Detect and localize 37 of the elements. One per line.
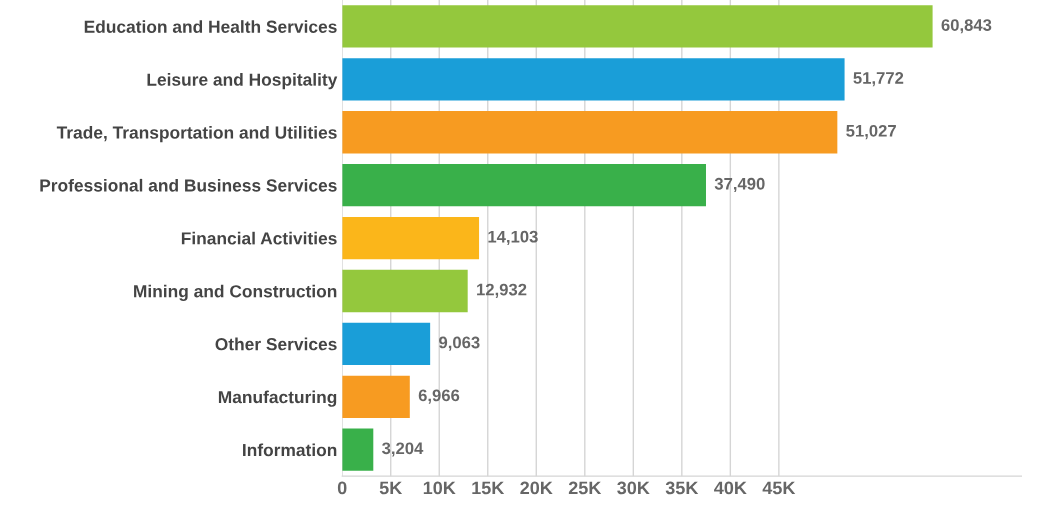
y-tick-label: Education and Health Services: [84, 20, 337, 33]
y-tick-label: Information: [243, 443, 337, 457]
data-label: 9,063: [439, 336, 480, 351]
x-tick-label: 0: [337, 481, 347, 495]
y-tick-label: Leisure and Hospitality: [147, 73, 338, 90]
y-tick-label: Professional and Business Services: [40, 178, 337, 192]
data-label: 51,772: [853, 72, 904, 87]
bar: [342, 216, 480, 260]
y-tick-label: Other Services: [215, 337, 337, 351]
data-label: 6,966: [418, 389, 460, 404]
data-label: 60,843: [941, 19, 992, 34]
bar: [342, 428, 374, 471]
data-label: 12,932: [477, 283, 527, 298]
data-label: 51,027: [846, 124, 896, 140]
x-tick-label: 40K: [714, 481, 747, 495]
bar: [342, 375, 410, 418]
bar: [342, 58, 845, 101]
bar: [342, 322, 431, 366]
bar: [342, 5, 933, 48]
x-tick-label: 35K: [665, 481, 699, 495]
x-tick-label: 5K: [379, 481, 403, 495]
bar: [342, 269, 468, 313]
x-tick-label: 10K: [423, 481, 456, 495]
data-label: 37,490: [714, 177, 765, 193]
y-tick-label: Mining and Construction: [134, 284, 337, 301]
x-tick-label: 45K: [762, 481, 796, 495]
x-tick-label: 30K: [617, 481, 650, 495]
data-label: 3,204: [382, 442, 424, 457]
x-tick-label: 25K: [568, 481, 602, 495]
bar: [342, 164, 706, 207]
x-tick-label: 20K: [520, 481, 553, 495]
x-tick-label: 15K: [472, 481, 505, 495]
y-tick-label: Manufacturing: [218, 390, 337, 407]
y-tick-label: Financial Activities: [181, 231, 337, 245]
bar: [342, 111, 838, 154]
data-label: 14,103: [488, 230, 538, 245]
y-tick-label: Trade, Transportation and Utilities: [56, 125, 337, 143]
